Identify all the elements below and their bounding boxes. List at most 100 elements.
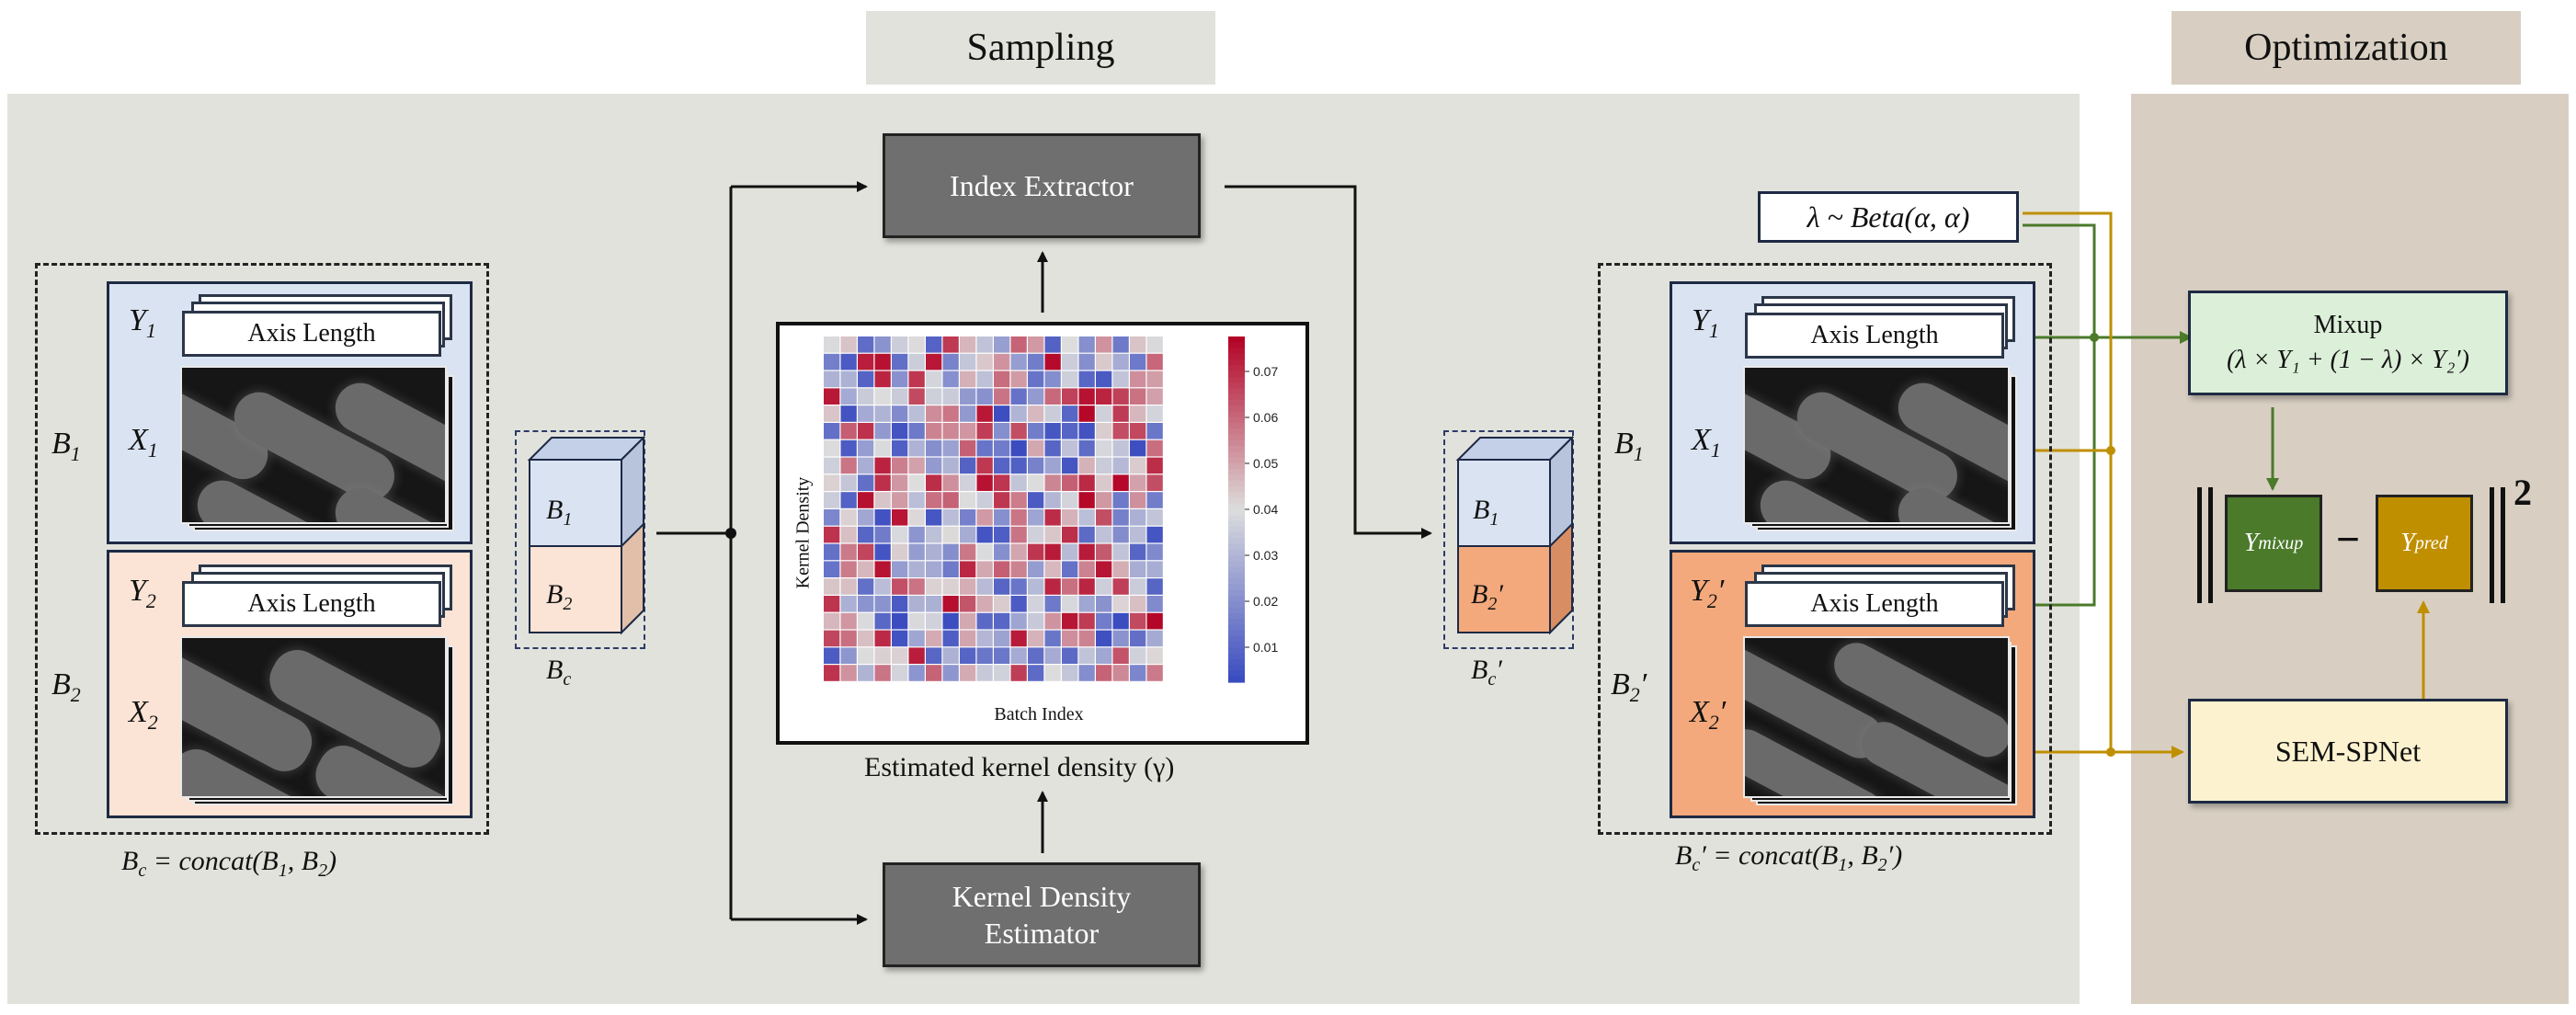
split-wire: [656, 181, 1432, 925]
heatmap-cell: [874, 457, 891, 474]
heatmap-cell: [942, 561, 959, 577]
colorbar-segment: [1228, 446, 1245, 452]
heatmap-cell: [1146, 353, 1163, 371]
heatmap-cell: [942, 371, 959, 388]
heatmap-cell: [1028, 439, 1044, 457]
heatmap-cell: [1044, 509, 1061, 526]
colorbar-segment: [1228, 676, 1245, 683]
heatmap-cell: [1062, 665, 1078, 681]
heatmap-cell: [892, 647, 908, 664]
heatmap-cell: [1130, 336, 1146, 353]
heatmap-cell: [976, 371, 993, 388]
heatmap-cell: [892, 371, 908, 388]
colorbar-segment: [1228, 342, 1245, 349]
heatmap-cell: [976, 423, 993, 439]
colorbar-segment: [1228, 601, 1245, 609]
colorbar-segment: [1228, 492, 1245, 499]
heatmap-cell: [892, 526, 908, 543]
heatmap-cell: [1146, 630, 1163, 647]
colorbar-segment: [1228, 561, 1245, 568]
heatmap-cell: [858, 474, 874, 491]
heatmap-cell: [840, 336, 857, 353]
heatmap-cell: [1028, 336, 1044, 353]
heatmap-cell: [1130, 388, 1146, 405]
colorbar-segment: [1228, 371, 1245, 378]
heatmap-cell: [1010, 371, 1027, 388]
heatmap-cell: [976, 612, 993, 630]
colorbar-segment: [1228, 520, 1245, 528]
heatmap-cell: [1146, 492, 1163, 508]
heatmap-cell: [1044, 457, 1061, 474]
heatmap-cell: [1130, 665, 1146, 681]
heatmap-cell: [892, 439, 908, 457]
norm-right-bar-2: [2501, 487, 2505, 603]
colorbar-segment: [1228, 642, 1245, 648]
heatmap-cell: [908, 492, 925, 508]
right-y1-axis-length: Axis Length: [1745, 313, 2004, 359]
colorbar-tick-label: 0.06: [1253, 410, 1278, 425]
colorbar-segment: [1228, 411, 1245, 418]
heatmap-cell: [1078, 561, 1095, 577]
colorbar-segment: [1228, 399, 1245, 406]
colorbar-segment: [1228, 388, 1245, 395]
heatmap-cell: [1146, 578, 1163, 595]
heatmap-cell: [1130, 578, 1146, 595]
heatmap-cell: [908, 578, 925, 595]
heatmap-cell: [858, 543, 874, 561]
heatmap-cell: [1112, 509, 1129, 526]
heatmap-ylabel: Kernel Density: [792, 476, 814, 589]
heatmap-cell: [1078, 353, 1095, 371]
heatmap-cell: [994, 509, 1010, 526]
heatmap-cell: [1112, 439, 1129, 457]
heatmap-cell: [840, 492, 857, 508]
colorbar-segment: [1228, 457, 1245, 464]
right-cube-b2: B2′: [1471, 579, 1503, 614]
left-x1-label: X1: [129, 423, 158, 462]
colorbar-segment: [1228, 462, 1245, 470]
heatmap-cell: [840, 665, 857, 681]
heatmap-cell: [1146, 509, 1163, 526]
heatmap-cell: [1146, 665, 1163, 681]
heatmap-cell: [1062, 457, 1078, 474]
loss-minus: −: [2335, 516, 2361, 563]
heatmap-cell: [1112, 371, 1129, 388]
heatmap-cell: [960, 647, 976, 664]
right-y2-label: Y2′: [1690, 574, 1725, 612]
heatmap-cell: [1062, 336, 1078, 353]
colorbar-segment: [1228, 485, 1245, 493]
heatmap-cell: [1130, 371, 1146, 388]
heatmap-cell: [1078, 405, 1095, 422]
heatmap-cell: [926, 630, 942, 647]
colorbar-segment: [1228, 670, 1245, 678]
heatmap-cell: [942, 336, 959, 353]
heatmap-cell: [908, 353, 925, 371]
norm-left-bar-1: [2197, 487, 2202, 603]
heatmap-cell: [976, 457, 993, 474]
heatmap-cell: [976, 388, 993, 405]
heatmap-cell: [858, 647, 874, 664]
heatmap-cell: [960, 457, 976, 474]
heatmap-cell: [1112, 423, 1129, 439]
heatmap-cell: [1130, 561, 1146, 577]
heatmap-cell: [1062, 474, 1078, 491]
heatmap-cell: [858, 423, 874, 439]
heatmap-cell: [1112, 596, 1129, 612]
colorbar-segment: [1228, 526, 1245, 533]
heatmap-cell: [994, 543, 1010, 561]
right-b2-label: B2′: [1611, 667, 1647, 706]
norm-left-bar-2: [2208, 487, 2213, 603]
heatmap-cell: [1130, 474, 1146, 491]
colorbar-segment: [1228, 515, 1245, 522]
heatmap-cell: [1112, 457, 1129, 474]
heatmap-cell: [1010, 543, 1027, 561]
heatmap-cell: [1044, 612, 1061, 630]
heatmap-cell: [1078, 457, 1095, 474]
heatmap-cell: [1096, 423, 1112, 439]
mixup-box: Mixup (λ × Y₁ + (1 − λ) × Y₂′): [2188, 291, 2508, 395]
heatmap-cell: [824, 474, 840, 491]
heatmap-cell: [942, 578, 959, 595]
heatmap-cell: [994, 405, 1010, 422]
heatmap-cell: [960, 526, 976, 543]
heatmap-cell: [926, 388, 942, 405]
right-batch-equation: Bc′ = concat(B1, B2′): [1675, 840, 1903, 875]
